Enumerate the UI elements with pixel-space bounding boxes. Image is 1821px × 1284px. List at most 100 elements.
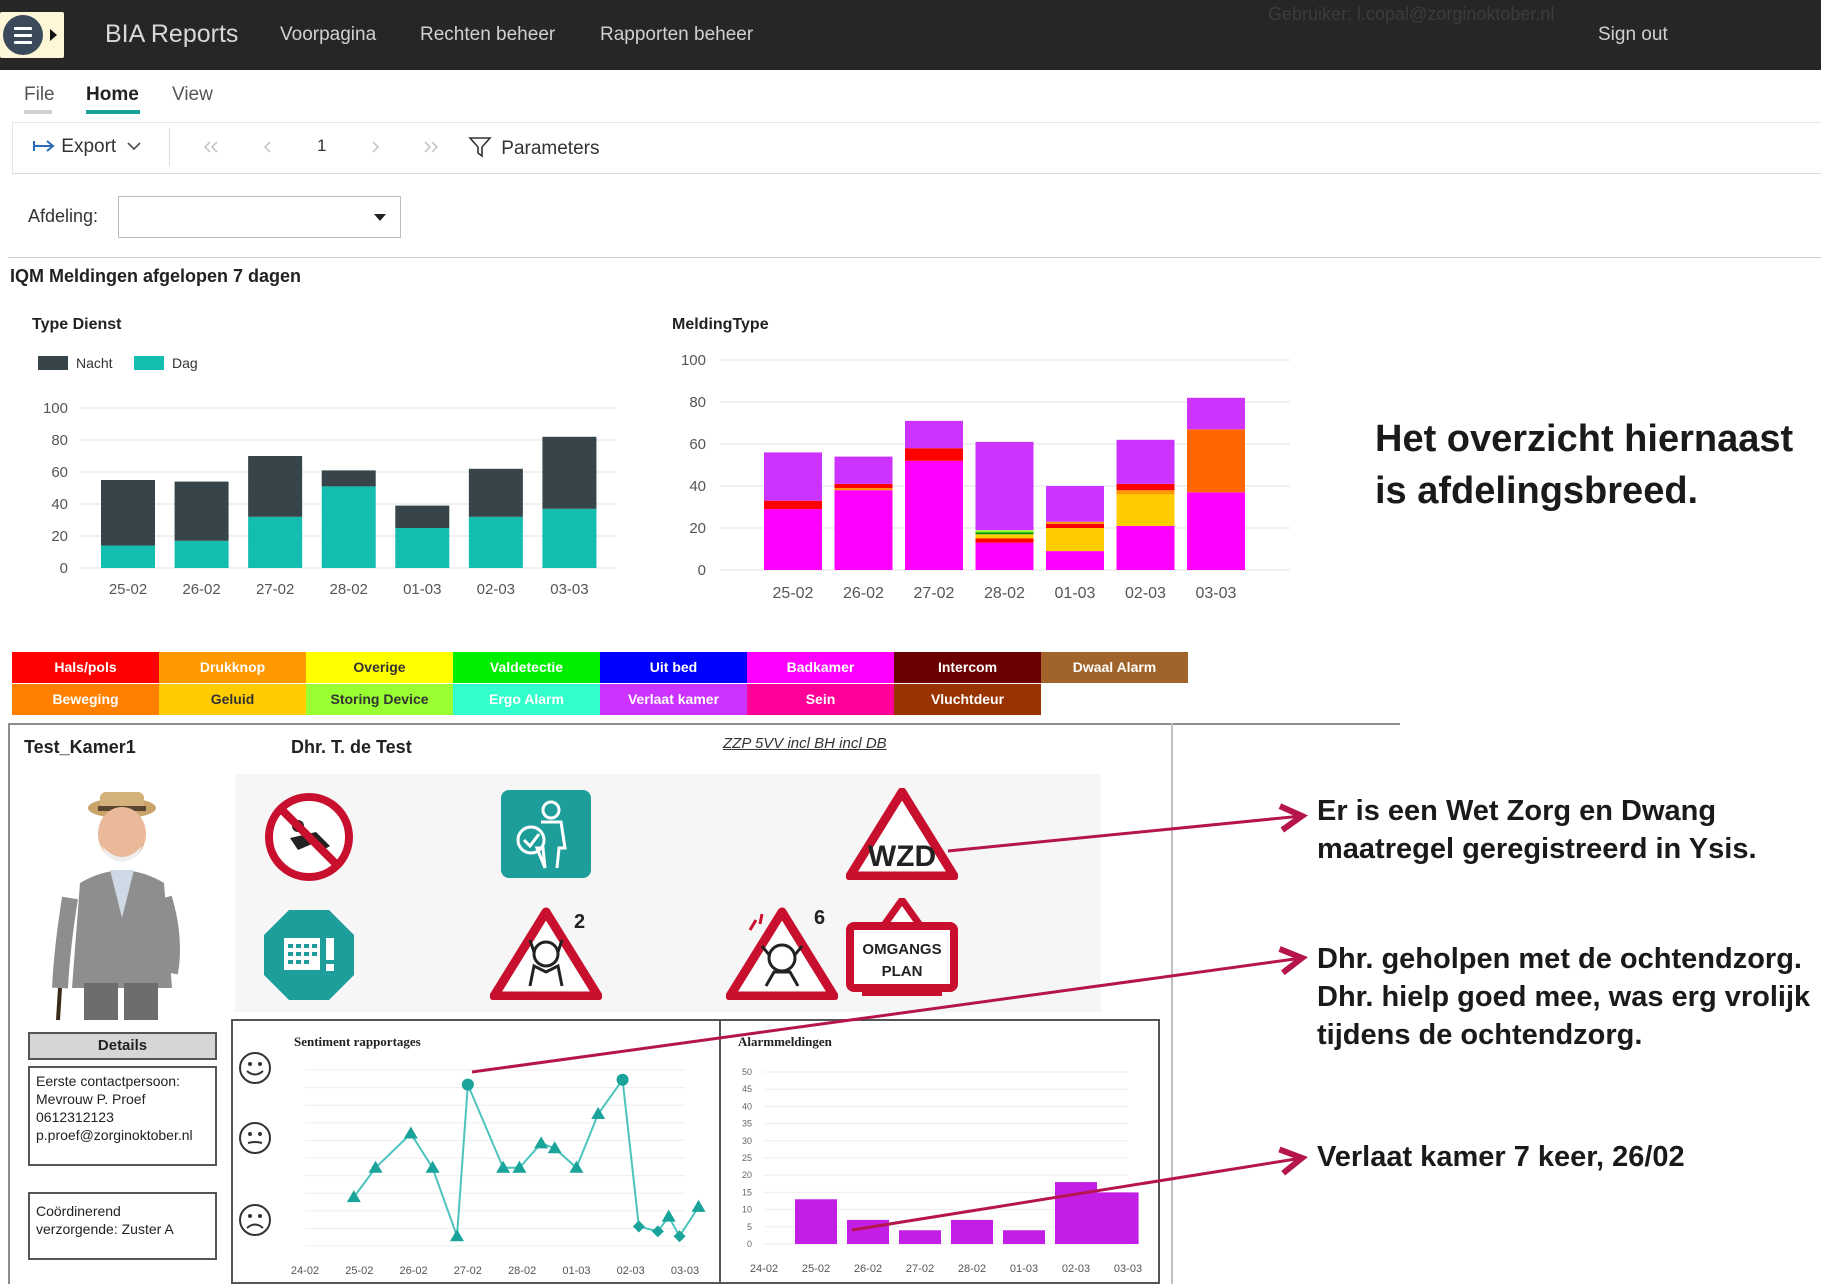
bar-segment <box>975 542 1034 570</box>
legend-cell-vluchtdeur: Vluchtdeur <box>894 684 1041 715</box>
no-crawling-icon <box>265 793 353 881</box>
legend-cell-intercom: Intercom <box>894 652 1041 683</box>
y-tick-label: 15 <box>742 1187 752 1197</box>
happy-face-icon <box>239 1052 271 1084</box>
zzp-link[interactable]: ZZP 5VV incl BH incl DB <box>723 735 887 752</box>
type-dienst-chart: Nacht Dag 0 20 40 60 80 100 25-02 26-02 27-02 28-02… <box>38 355 615 598</box>
last-page-button[interactable] <box>420 139 442 159</box>
care-icons-area <box>235 774 1101 1012</box>
tab-home[interactable]: Home <box>86 84 139 105</box>
nav-link-rapporten-beheer[interactable]: Rapporten beheer <box>600 24 754 45</box>
sentiment-point <box>403 1126 418 1139</box>
sentiment-point <box>632 1220 645 1233</box>
bar-segment <box>975 538 1034 543</box>
bar-segment <box>834 490 893 570</box>
sign-out-link[interactable]: Sign out <box>1598 24 1668 45</box>
legend-cell-verlaat-kamer: Verlaat kamer <box>600 684 747 715</box>
bar-segment <box>1046 486 1104 522</box>
sentiment-point <box>534 1136 549 1149</box>
wzd-note: Er is een Wet Zorg en Dwang maatregel ge… <box>1317 795 1757 865</box>
bar-dag <box>395 528 450 568</box>
bar-dag <box>174 540 229 568</box>
y-tick-label: 40 <box>51 496 68 513</box>
y-tick-label: 60 <box>689 436 706 453</box>
bar-segment <box>1187 397 1245 430</box>
first-page-button[interactable] <box>200 139 222 159</box>
x-tick-label: 03-03 <box>1196 585 1237 602</box>
person-check-icon <box>501 790 591 878</box>
sentiment-point <box>616 1073 629 1086</box>
app-brand[interactable]: BIA Reports <box>105 20 239 48</box>
x-tick-label: 01-03 <box>562 1265 590 1277</box>
calendar-alert-icon <box>264 910 354 1000</box>
tab-file[interactable]: File <box>24 84 55 105</box>
x-tick-label: 25-02 <box>802 1263 830 1275</box>
x-tick-label: 28-02 <box>508 1265 536 1277</box>
omgangsplan-icon: OMGANGS PLAN <box>846 898 958 996</box>
sentiment-point <box>547 1141 562 1154</box>
page-number[interactable]: 1 <box>317 136 327 155</box>
wzd-warning-icon: WZD <box>846 788 958 880</box>
dropdown-caret-icon <box>374 214 386 221</box>
first-page-icon <box>203 141 218 153</box>
sentiment-point <box>651 1225 664 1238</box>
previous-page-icon <box>263 141 271 153</box>
legend-label-nacht: Nacht <box>76 355 113 371</box>
legend-cell-storing-device: Storing Device <box>306 684 453 715</box>
x-tick-label: 27-02 <box>914 585 955 602</box>
y-tick-label: 80 <box>51 432 68 449</box>
bar-dag <box>101 545 155 568</box>
omgangsplan-label-2: PLAN <box>882 963 923 980</box>
export-button[interactable]: Export <box>32 136 143 158</box>
nav-link-voorpagina[interactable]: Voorpagina <box>280 24 377 45</box>
tab-view[interactable]: View <box>172 84 213 105</box>
neutral-face-icon <box>239 1122 271 1154</box>
bar-segment <box>1116 525 1175 570</box>
sentiment-point <box>346 1190 361 1203</box>
wzd-label: WZD <box>868 840 936 873</box>
legend-cell-sein: Sein <box>747 684 894 715</box>
details-button[interactable]: Details <box>28 1032 217 1060</box>
export-arrow-icon <box>33 140 55 152</box>
hamburger-menu-button[interactable] <box>0 12 64 58</box>
bar-dag <box>468 516 523 568</box>
x-tick-label: 01-03 <box>403 581 441 598</box>
y-tick-label: 0 <box>60 560 68 577</box>
x-tick-label: 02-03 <box>617 1265 645 1277</box>
bar-segment <box>905 460 963 570</box>
next-page-button[interactable] <box>368 139 382 159</box>
y-tick-label: 10 <box>742 1205 752 1215</box>
bar-segment <box>764 500 822 510</box>
x-tick-label: 03-03 <box>550 581 588 598</box>
alarm-bar-chart: 0 5 10 15 20 25 30 35 40 45 50 24-02 25-02 26-02 27-02… <box>742 1067 1142 1275</box>
chevron-down-icon <box>127 142 142 151</box>
parameters-button[interactable]: Parameters <box>468 136 599 160</box>
patient-name: Dhr. T. de Test <box>291 737 412 757</box>
sentiment-point <box>461 1078 474 1091</box>
nav-link-rechten-beheer[interactable]: Rechten beheer <box>420 24 556 45</box>
top-nav-bar: BIA Reports Voorpagina Rechten beheer Ra… <box>0 0 1821 70</box>
x-tick-label: 01-03 <box>1010 1263 1038 1275</box>
bar-segment <box>764 452 822 501</box>
sentiment-line-chart: 24-02 25-02 26-02 27-02 28-02 01-03 02-03 03-03 <box>291 1069 706 1277</box>
alarm-bar <box>847 1219 889 1244</box>
menu-icon <box>3 15 43 55</box>
legend-cell-beweging: Beweging <box>12 684 159 715</box>
bar-segment <box>905 448 963 461</box>
y-tick-label: 30 <box>742 1136 752 1146</box>
bar-segment <box>834 456 893 484</box>
distress-warning-icon: 2 <box>490 907 602 1000</box>
contact-person-box: Eerste contactpersoon: Mevrouw P. Proef … <box>28 1066 217 1166</box>
meldingtype-chart: 0 20 40 60 80 100 25-02 26-02 27-02 28-02 01-03 02-… <box>681 352 1290 602</box>
bar-nacht <box>321 470 376 487</box>
previous-page-button[interactable] <box>261 139 275 159</box>
afdeling-select[interactable] <box>118 196 401 238</box>
bar-nacht <box>174 481 229 541</box>
x-tick-label: 02-03 <box>1062 1263 1090 1275</box>
sentiment-point <box>661 1209 676 1222</box>
divider <box>8 257 1821 258</box>
distress-count: 2 <box>574 911 585 933</box>
bar-segment <box>834 488 893 491</box>
y-tick-label: 80 <box>689 394 706 411</box>
bar-segment <box>975 534 1034 539</box>
